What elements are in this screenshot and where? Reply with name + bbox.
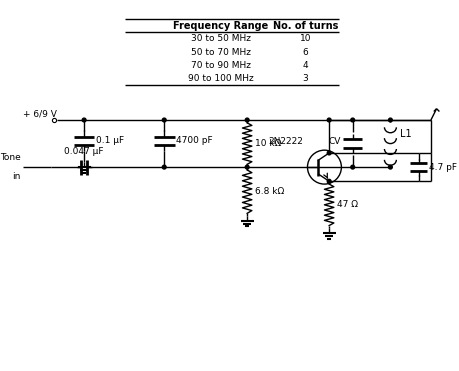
Circle shape: [388, 118, 392, 122]
Text: Frequency Range: Frequency Range: [173, 21, 269, 31]
Text: 70 to 90 MHz: 70 to 90 MHz: [191, 61, 251, 70]
Text: No. of turns: No. of turns: [273, 21, 338, 31]
Text: 0.047 µF: 0.047 µF: [64, 147, 104, 156]
Text: + 6/9 V: + 6/9 V: [23, 109, 57, 118]
Text: 4: 4: [303, 61, 308, 70]
Circle shape: [82, 118, 86, 122]
Circle shape: [388, 165, 392, 169]
Text: 3: 3: [303, 74, 308, 83]
Text: 4700 pF: 4700 pF: [176, 136, 213, 145]
Circle shape: [351, 165, 355, 169]
Circle shape: [245, 165, 249, 169]
Circle shape: [327, 151, 331, 155]
Text: 6.8 kΩ: 6.8 kΩ: [255, 187, 284, 196]
Circle shape: [162, 165, 166, 169]
Text: 4.7 pF: 4.7 pF: [429, 162, 457, 172]
Text: 47 Ω: 47 Ω: [337, 200, 358, 209]
Circle shape: [351, 118, 355, 122]
Circle shape: [162, 118, 166, 122]
Circle shape: [327, 118, 331, 122]
Text: 50 to 70 MHz: 50 to 70 MHz: [191, 47, 251, 57]
Text: 10: 10: [300, 35, 311, 43]
Text: 0.1 µF: 0.1 µF: [96, 136, 124, 145]
Text: 10 kΩ: 10 kΩ: [255, 139, 281, 148]
Text: 30 to 50 MHz: 30 to 50 MHz: [191, 35, 251, 43]
Text: CV: CV: [328, 137, 341, 146]
Text: 2N2222: 2N2222: [268, 137, 303, 147]
Text: 6: 6: [303, 47, 308, 57]
Text: 90 to 100 MHz: 90 to 100 MHz: [188, 74, 254, 83]
Text: L1: L1: [400, 129, 411, 139]
Text: in: in: [12, 172, 21, 181]
Text: Tone: Tone: [0, 154, 21, 162]
Circle shape: [245, 118, 249, 122]
Circle shape: [327, 179, 331, 183]
